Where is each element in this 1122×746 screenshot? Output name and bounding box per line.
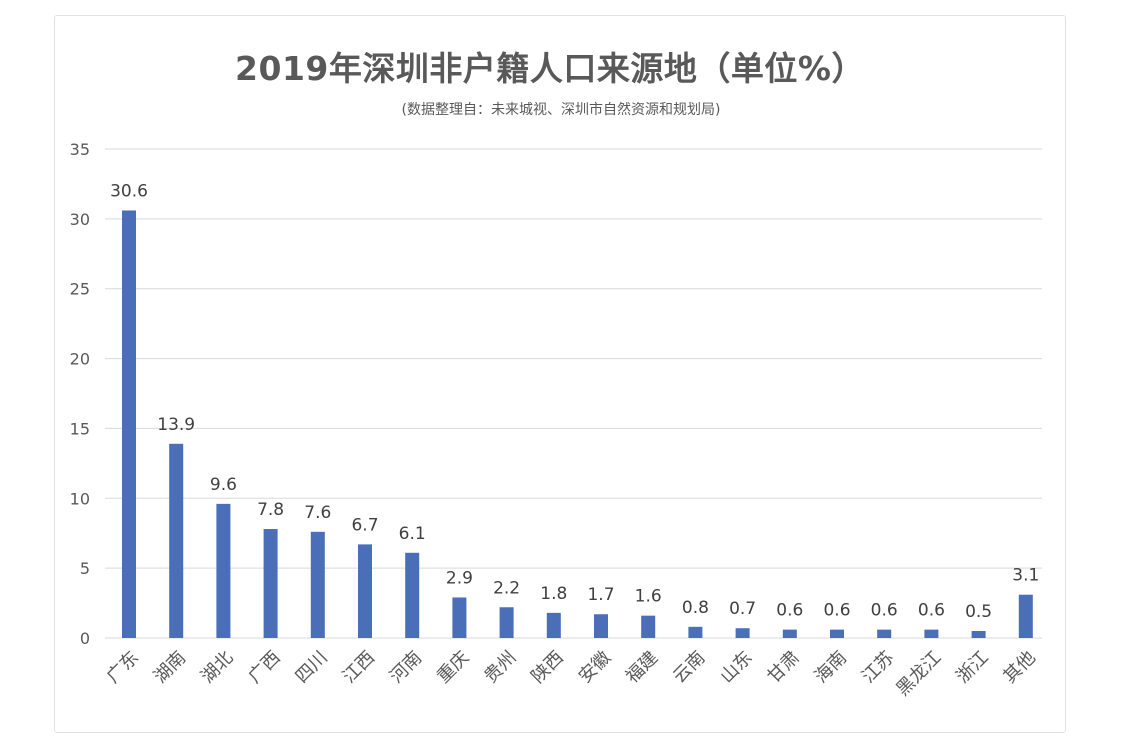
bar (499, 607, 514, 638)
x-tick-label: 陕西 (527, 647, 567, 687)
bar (452, 597, 467, 638)
x-tick-label: 湖南 (150, 647, 190, 687)
x-tick-label: 甘肃 (763, 647, 803, 687)
x-tick-label: 海南 (811, 647, 851, 687)
bar (877, 629, 892, 638)
data-label: 1.8 (540, 584, 567, 604)
chart-subtitle: (数据整理自：未来城视、深圳市自然资源和规划局) (401, 102, 721, 118)
bar (924, 629, 939, 638)
bar (971, 631, 986, 638)
data-label: 0.6 (823, 601, 850, 621)
data-label: 7.8 (257, 500, 284, 520)
bar (830, 629, 844, 638)
x-tick-label: 四川 (291, 647, 331, 687)
bar (216, 503, 231, 638)
x-tick-label: 江西 (339, 647, 379, 687)
x-tick-label: 贵州 (480, 647, 520, 687)
bar (1018, 594, 1033, 638)
bar (546, 612, 561, 638)
x-tick-label: 江苏 (858, 647, 898, 687)
data-label: 6.1 (399, 524, 426, 544)
data-label: 0.6 (776, 601, 803, 621)
x-tick-label: 广西 (244, 647, 284, 687)
x-tick-label: 黑龙江 (892, 647, 945, 700)
y-tick-label: 30 (70, 210, 90, 229)
y-tick-label: 15 (70, 419, 90, 438)
y-tick-label: 35 (70, 140, 90, 159)
chart-title: 2019年深圳非户籍人口来源地（单位%） (235, 49, 865, 88)
data-label: 1.6 (635, 587, 662, 607)
x-tick-label: 福建 (622, 647, 662, 687)
bar (735, 628, 750, 638)
x-tick-label: 浙江 (952, 647, 992, 687)
data-label: 0.6 (918, 601, 945, 621)
data-label: 2.9 (446, 568, 473, 588)
bar (169, 443, 184, 638)
data-label: 0.8 (682, 598, 709, 618)
data-label: 30.6 (110, 181, 148, 201)
bar (594, 614, 608, 638)
x-tick-label: 云南 (669, 647, 709, 687)
bar (122, 210, 136, 638)
data-label: 7.6 (304, 503, 331, 523)
x-tick-label: 重庆 (433, 647, 473, 687)
data-label: 9.6 (210, 475, 237, 495)
bar (310, 531, 325, 638)
data-label: 6.7 (351, 515, 378, 535)
y-tick-label: 20 (70, 350, 90, 369)
x-tick-label: 广东 (103, 647, 143, 687)
bar (405, 552, 420, 638)
x-tick-label: 安徽 (575, 647, 615, 687)
data-label: 0.7 (729, 599, 756, 619)
x-tick-label: 山东 (716, 647, 756, 687)
bar (263, 529, 278, 638)
x-tick-label: 湖北 (197, 647, 237, 687)
y-tick-label: 0 (80, 629, 90, 648)
data-label: 3.1 (1012, 566, 1039, 586)
x-tick-label: 河南 (386, 647, 426, 687)
data-label: 13.9 (157, 415, 195, 435)
data-label: 2.2 (493, 578, 520, 598)
data-label: 0.5 (965, 602, 992, 622)
y-tick-label: 10 (70, 489, 90, 508)
bar (688, 626, 703, 638)
data-label: 1.7 (587, 585, 614, 605)
bar (641, 615, 656, 638)
bar (358, 544, 372, 638)
data-label: 0.6 (871, 601, 898, 621)
x-tick-label: 其他 (999, 647, 1039, 687)
y-tick-label: 25 (70, 280, 90, 299)
y-tick-label: 5 (80, 559, 90, 578)
bar (782, 629, 797, 638)
